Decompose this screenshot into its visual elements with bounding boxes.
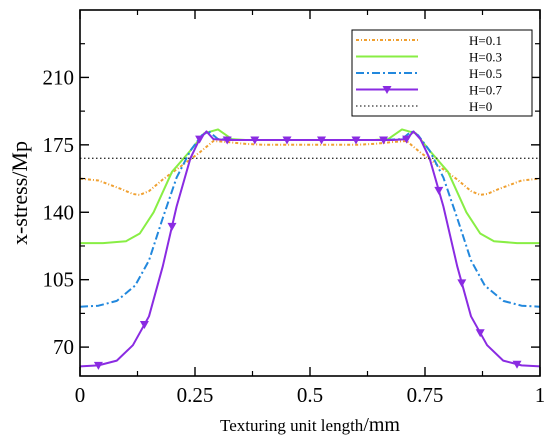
x-axis-title-name: Texturing unit length xyxy=(220,416,364,435)
data-point-marker xyxy=(167,222,177,231)
legend-label: H=0.5 xyxy=(469,66,502,81)
legend-entry: H=0.1 xyxy=(356,33,502,48)
series-H=0.1 xyxy=(79,140,541,196)
data-point-marker xyxy=(351,136,361,145)
x-axis-title: Texturing unit length/mm xyxy=(220,414,400,436)
legend-marker xyxy=(382,86,392,94)
data-point-marker xyxy=(195,135,205,144)
legend-label: H=0.7 xyxy=(469,83,502,98)
y-tick-label: 210 xyxy=(43,65,75,89)
data-point-marker xyxy=(512,360,522,369)
data-point-marker xyxy=(317,136,326,145)
y-tick-label: 175 xyxy=(43,133,75,157)
data-point-marker xyxy=(93,361,103,370)
legend-label: H=0.1 xyxy=(469,33,502,48)
legend-entry: H=0 xyxy=(356,99,492,114)
legend-box xyxy=(351,29,533,117)
series-line xyxy=(79,140,541,196)
series-layer xyxy=(79,128,541,370)
data-point-marker xyxy=(139,321,149,330)
x-tick-label: 1 xyxy=(535,383,546,407)
x-tick-label: 0.75 xyxy=(407,383,444,407)
data-point-marker xyxy=(475,329,485,338)
legend-entry: H=0.3 xyxy=(356,50,502,65)
ticks-layer: 0 0.25 0.5 0.75 1 70 105 140 175 210 xyxy=(43,10,546,407)
legend-entry: H=0.5 xyxy=(356,66,502,81)
series-line xyxy=(79,130,541,368)
data-point-marker xyxy=(402,135,412,144)
data-point-marker xyxy=(250,136,260,145)
y-tick-label: 140 xyxy=(43,200,75,224)
data-point-marker xyxy=(379,136,389,145)
legend: H=0.1 H=0.3H=0.5 H=0.7H=0 xyxy=(351,29,533,117)
data-point-marker xyxy=(434,186,444,195)
data-point-marker xyxy=(457,279,467,288)
data-point-marker xyxy=(282,136,292,145)
x-axis-title-unit: /mm xyxy=(363,414,400,436)
legend-label: H=0 xyxy=(469,99,492,114)
series-line xyxy=(80,128,540,245)
x-tick-label: 0.5 xyxy=(297,383,323,407)
legend-entry: H=0.7 xyxy=(356,83,502,98)
data-point-marker xyxy=(222,136,232,145)
series-H=0.3 xyxy=(80,128,540,245)
y-tick-label: 105 xyxy=(43,268,75,292)
y-axis-title: x-stress/Mp xyxy=(7,141,32,245)
series-H=0.7 xyxy=(79,130,541,370)
y-tick-label: 70 xyxy=(53,335,74,359)
x-tick-label: 0.25 xyxy=(177,383,214,407)
x-tick-label: 0 xyxy=(75,383,86,407)
legend-label: H=0.3 xyxy=(469,50,502,65)
